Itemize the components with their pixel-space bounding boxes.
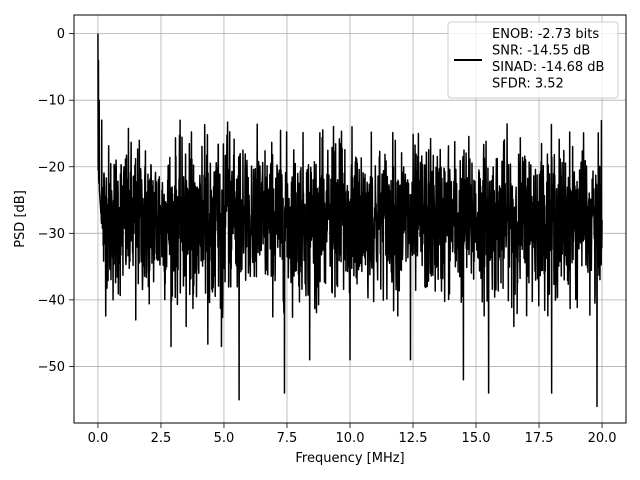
legend-label: ENOB: -2.73 bits SNR: -14.55 dB SINAD: -14… <box>492 27 604 92</box>
plot-area <box>97 33 603 408</box>
x-axis-label: Frequency [MHz] <box>295 451 404 466</box>
legend-box <box>447 21 619 99</box>
x-tick-label: 15.0 <box>462 431 491 446</box>
y-axis-ticks: 0 −10 −20 −30 −40 −50 <box>38 27 74 375</box>
y-tick-label: −40 <box>38 293 65 308</box>
x-tick-label: 12.5 <box>399 431 428 446</box>
x-tick-label: 7.5 <box>277 431 298 446</box>
y-tick-label: −50 <box>38 360 65 375</box>
y-tick-label: −20 <box>38 160 65 175</box>
axes-frame <box>73 14 627 424</box>
y-tick-label: −10 <box>38 94 65 109</box>
legend-label-line: SINAD: -14.68 dB <box>492 60 604 75</box>
legend-label-line: SNR: -14.55 dB <box>492 44 590 59</box>
x-tick-label: 20.0 <box>588 431 617 446</box>
x-tick-label: 2.5 <box>151 431 172 446</box>
legend-label-line: ENOB: -2.73 bits <box>492 27 599 42</box>
y-tick-label: 0 <box>57 27 65 42</box>
x-tick-label: 0.0 <box>88 431 109 446</box>
legend-label-line: SFDR: 3.52 <box>492 77 564 92</box>
y-tick-label: −30 <box>38 227 65 242</box>
x-tick-label: 10.0 <box>336 431 365 446</box>
y-axis-label: PSD [dB] <box>13 190 28 248</box>
x-tick-label: 5.0 <box>214 431 235 446</box>
psd-series-line <box>97 33 603 408</box>
x-axis-ticks: 0.0 2.5 5.0 7.5 10.0 12.5 15.0 17.5 20.0 <box>88 423 617 446</box>
legend: ENOB: -2.73 bits SNR: -14.55 dB SINAD: -14… <box>447 21 619 99</box>
x-tick-label: 17.5 <box>525 431 554 446</box>
